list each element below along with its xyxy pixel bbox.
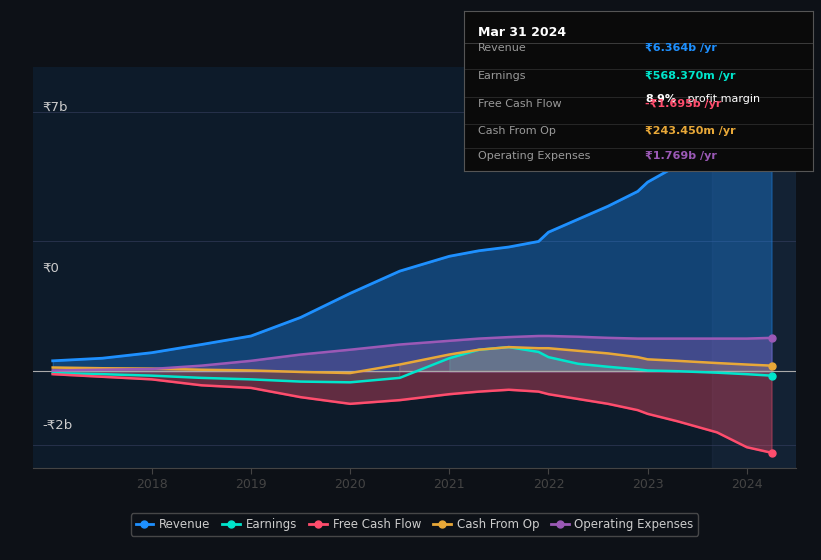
Legend: Revenue, Earnings, Free Cash Flow, Cash From Op, Operating Expenses: Revenue, Earnings, Free Cash Flow, Cash … bbox=[131, 514, 699, 536]
Text: ₹6.364b /yr: ₹6.364b /yr bbox=[645, 44, 718, 54]
Bar bbox=[712, 67, 796, 468]
Text: -₹2b: -₹2b bbox=[42, 419, 72, 432]
Text: ₹1.769b /yr: ₹1.769b /yr bbox=[645, 151, 718, 161]
Text: Earnings: Earnings bbox=[478, 71, 526, 81]
Text: Free Cash Flow: Free Cash Flow bbox=[478, 99, 562, 109]
Text: 8.9%: 8.9% bbox=[645, 94, 677, 104]
Text: ₹243.450m /yr: ₹243.450m /yr bbox=[645, 127, 736, 137]
Text: ₹0: ₹0 bbox=[42, 262, 59, 275]
Text: ₹7b: ₹7b bbox=[42, 101, 67, 114]
Text: profit margin: profit margin bbox=[684, 94, 759, 104]
Text: ₹568.370m /yr: ₹568.370m /yr bbox=[645, 71, 736, 81]
Text: Cash From Op: Cash From Op bbox=[478, 127, 556, 137]
Text: -₹1.695b /yr: -₹1.695b /yr bbox=[645, 99, 722, 109]
Text: Mar 31 2024: Mar 31 2024 bbox=[478, 26, 566, 39]
Text: Revenue: Revenue bbox=[478, 44, 526, 54]
Text: Operating Expenses: Operating Expenses bbox=[478, 151, 590, 161]
